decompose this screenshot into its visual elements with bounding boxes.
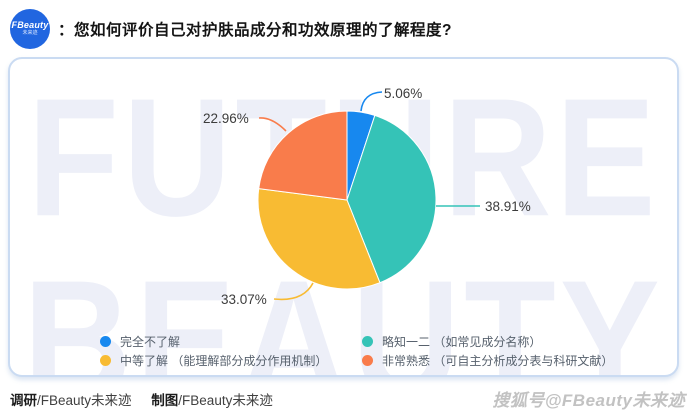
logo-subtext: 未来迹 — [22, 30, 38, 36]
credit-chart: 制图/FBeauty未来迹 — [151, 393, 273, 408]
legend-dot-3 — [362, 355, 373, 366]
page-title: ：您如何评价自己对护肤品成分和功效原理的了解程度? — [58, 21, 452, 39]
credit-survey-label: 调研 — [10, 393, 37, 408]
legend-label-2: 中等了解 （能理解部分成分作用机制） — [120, 354, 328, 368]
pie-label-1: 38.91% — [485, 199, 531, 214]
pie-label-3: 22.96% — [203, 111, 249, 126]
pie-slice-3 — [258, 110, 348, 201]
brand-logo: FBeauty 未来迹 — [10, 8, 50, 49]
pie-slice-2 — [257, 188, 381, 290]
credit-chart-value: /FBeauty未来迹 — [178, 393, 273, 408]
legend-label-1: 略知一二 （如常见成分名称） — [382, 335, 542, 349]
legend-dot-0 — [100, 336, 111, 347]
pie-label-2: 33.07% — [221, 292, 267, 307]
pie-slices — [257, 110, 437, 290]
pie-slice-1 — [346, 114, 437, 284]
credits: 调研/FBeauty未来迹 制图/FBeauty未来迹 — [10, 389, 289, 409]
legend-item-0: 完全不了解 — [100, 333, 362, 350]
legend-label-3: 非常熟悉 （可自主分析成分表与科研文献） — [382, 354, 614, 368]
pie-label-0: 5.06% — [384, 86, 423, 101]
legend-dot-2 — [100, 355, 111, 366]
legend-dot-1 — [362, 336, 373, 347]
legend: 完全不了解 略知一二 （如常见成分名称） 中等了解 （能理解部分成分作用机制） … — [100, 333, 613, 369]
legend-item-1: 略知一二 （如常见成分名称） — [362, 333, 613, 350]
pie-connector-0 — [360, 91, 383, 112]
legend-item-3: 非常熟悉 （可自主分析成分表与科研文献） — [362, 352, 613, 369]
pie-connector-3 — [258, 117, 287, 132]
credit-chart-label: 制图 — [151, 393, 179, 408]
legend-item-2: 中等了解 （能理解部分成分作用机制） — [100, 352, 362, 369]
credit-survey: 调研/FBeauty未来迹 — [10, 393, 132, 408]
pie-chart-svg — [257, 91, 480, 301]
platform-watermark: 搜狐号@FBeauty未来迹 — [492, 391, 685, 410]
credit-survey-value: /FBeauty未来迹 — [37, 393, 132, 408]
legend-label-0: 完全不了解 — [120, 335, 181, 349]
pie-connector-2 — [273, 282, 314, 301]
chart-card: FUTURE BEAUTY 5.06% 38.91% 33.07% 22.96%… — [8, 57, 679, 377]
logo-text: FBeauty — [11, 20, 49, 30]
header: FBeauty 未来迹 ：您如何评价自己对护肤品成分和功效原理的了解程度? — [0, 0, 690, 57]
